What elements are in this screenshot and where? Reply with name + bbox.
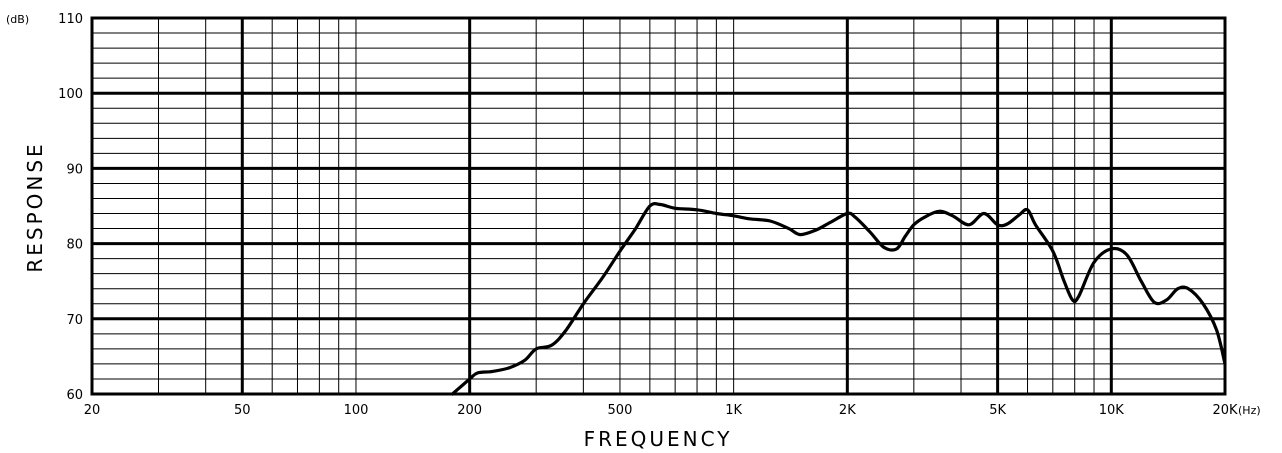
y-tick-label: 80 bbox=[66, 238, 83, 253]
x-tick-label: 10K bbox=[1099, 403, 1125, 418]
x-tick-label: 20K bbox=[1212, 403, 1238, 418]
y-tick-label: 60 bbox=[66, 388, 83, 403]
plot-frame bbox=[90, 16, 1227, 396]
y-tick-label: 100 bbox=[58, 87, 83, 102]
y-tick-label: 110 bbox=[58, 12, 83, 27]
x-tick-label: 2K bbox=[839, 403, 856, 418]
y-axis-title: RESPONSE bbox=[23, 141, 47, 272]
x-tick-label: 500 bbox=[608, 403, 633, 418]
x-tick-label: 100 bbox=[344, 403, 369, 418]
x-tick-labels: 20 50 100 200 500 1K 2K 5K 10K 20K bbox=[84, 403, 1238, 418]
x-unit-label: (Hz) bbox=[1238, 404, 1261, 417]
y-tick-label: 90 bbox=[66, 162, 83, 177]
y-unit-label: (dB) bbox=[6, 13, 29, 26]
x-tick-label: 1K bbox=[725, 403, 742, 418]
x-axis-title: FREQUENCY bbox=[584, 427, 733, 451]
y-tick-labels: 60 70 80 90 100 110 bbox=[58, 12, 83, 403]
x-tick-label: 5K bbox=[989, 403, 1006, 418]
major-gridlines bbox=[92, 16, 1227, 396]
response-curve bbox=[450, 202, 1227, 396]
x-tick-label: 200 bbox=[457, 403, 482, 418]
y-tick-label: 70 bbox=[66, 313, 83, 328]
x-tick-label: 20 bbox=[84, 403, 101, 418]
minor-gridlines bbox=[91, 18, 1226, 394]
x-tick-label: 50 bbox=[234, 403, 251, 418]
